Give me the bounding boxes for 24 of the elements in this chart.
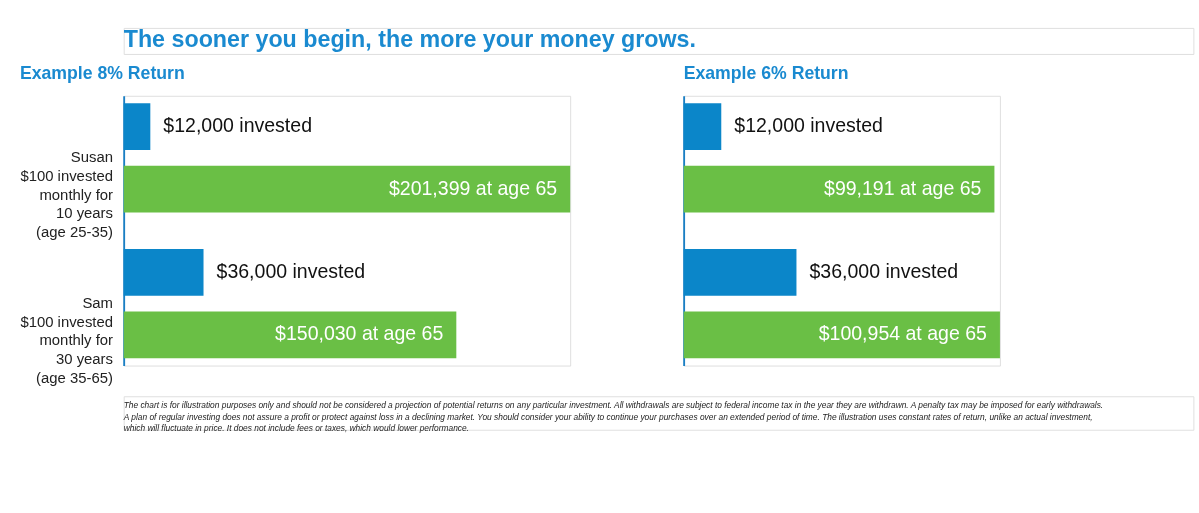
- text: The chart is for illustration purposes only and should not be considered a projection of potential returns on any particular investment. All withdrawals are subject to federal income tax in the year they are withdrawn. A penalty tax may be imposed for early withdrawals.: [123, 400, 1104, 411]
- data-label: $201,399 at age 65: [388, 176, 558, 199]
- bar: [123, 165, 571, 213]
- bar: [683, 248, 797, 296]
- data-label: $12,000 invested: [734, 114, 883, 137]
- data-label: $100,954 at age 65: [818, 322, 988, 345]
- chart-title: Example 6% Return: [683, 63, 849, 84]
- bar: [123, 103, 151, 150]
- chart-title: Example 8% Return: [19, 63, 185, 84]
- y-tick-label: Sam $100 invested monthly for 30 years (age 35-65): [20, 295, 114, 386]
- y-tick-label: Susan $100 invested monthly for 10 years (age 25-35): [20, 149, 114, 240]
- bar: [123, 311, 457, 359]
- data-label: $150,030 at age 65: [275, 322, 444, 345]
- bar: [683, 311, 1000, 359]
- data-label: $36,000 invested: [809, 259, 959, 282]
- data-label: $12,000 invested: [163, 114, 312, 137]
- data-label: $99,191 at age 65: [824, 176, 982, 199]
- text: which will fluctuate in price. It does not include fees or taxes, which would lower performance.: [123, 422, 469, 433]
- bar: [683, 103, 722, 150]
- text: The sooner you begin, the more your money grows.: [123, 25, 697, 52]
- data-label: $36,000 invested: [216, 259, 366, 282]
- text: A plan of regular investing does not assure a profit or protect against loss in a declining market. You should consider your ability to continue your purchases over an extended period of time. The illustration uses constant rates of return, unlike an actual investment,: [122, 411, 1093, 422]
- bar: [123, 248, 204, 296]
- bar: [683, 165, 995, 213]
